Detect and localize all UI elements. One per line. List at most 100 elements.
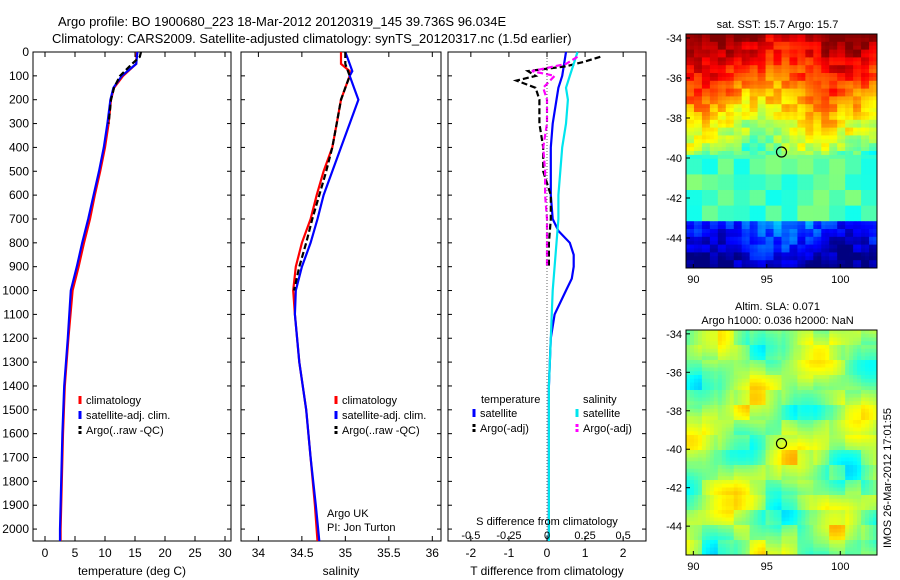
heatmap-cell xyxy=(753,73,759,78)
heatmap-cell xyxy=(773,483,779,488)
heatmap-cell xyxy=(701,73,707,78)
heatmap-cell xyxy=(857,108,862,113)
heatmap-cell xyxy=(693,119,699,125)
heatmap-cell xyxy=(793,348,798,353)
heatmap-cell xyxy=(773,408,779,413)
heatmap-cell xyxy=(741,367,747,372)
heatmap-cell xyxy=(837,53,842,58)
heatmap-cell xyxy=(829,166,834,171)
heatmap-cell xyxy=(769,513,775,518)
heatmap-cell xyxy=(801,472,806,477)
heatmap-cell xyxy=(801,88,806,93)
heatmap-cell xyxy=(721,461,727,466)
heatmap-cell xyxy=(753,158,759,164)
heatmap-cell xyxy=(753,80,759,86)
heatmap-cell xyxy=(689,225,695,230)
heatmap-cell xyxy=(709,393,715,398)
heatmap-cell xyxy=(813,88,818,93)
heatmap-cell xyxy=(689,480,695,485)
heatmap-cell xyxy=(737,174,743,179)
heatmap-cell xyxy=(709,112,715,117)
heatmap-cell xyxy=(797,256,802,261)
heatmap-cell xyxy=(689,112,695,117)
heatmap-cell xyxy=(721,528,727,533)
heatmap-cell xyxy=(821,174,826,179)
heatmap-cell xyxy=(741,397,747,402)
heatmap-cell xyxy=(769,423,775,428)
heatmap-cell xyxy=(737,416,743,421)
heatmap-cell xyxy=(697,401,703,406)
heatmap-cell xyxy=(729,472,735,477)
heatmap-cell xyxy=(686,193,691,199)
heatmap-cell xyxy=(701,119,707,125)
heatmap-cell xyxy=(805,236,810,242)
heatmap-cell xyxy=(697,264,703,269)
y-tick-label-2: 200 xyxy=(9,93,29,107)
heatmap-cell xyxy=(737,390,743,395)
heatmap-cell xyxy=(773,252,779,257)
heatmap-cell xyxy=(701,178,707,183)
heatmap-cell xyxy=(777,330,782,335)
heatmap-cell xyxy=(761,108,767,113)
heatmap-cell xyxy=(765,536,771,541)
heatmap-cell xyxy=(721,468,727,473)
heatmap-cell xyxy=(801,61,806,66)
heatmap-cell xyxy=(785,135,790,140)
heatmap-cell xyxy=(769,73,775,78)
heatmap-cell xyxy=(717,100,723,105)
heatmap-cell xyxy=(765,408,771,413)
heatmap-cell xyxy=(793,229,798,234)
heatmap-cell xyxy=(785,178,790,183)
heatmap-cell xyxy=(717,408,723,413)
heatmap-cell xyxy=(777,502,782,507)
heatmap-cell xyxy=(745,108,751,113)
heatmap-cell xyxy=(861,221,866,226)
heatmap-cell xyxy=(697,256,703,261)
heatmap-cell xyxy=(789,244,794,249)
heatmap-cell xyxy=(733,547,739,552)
heatmap-cell xyxy=(701,337,707,342)
heatmap-cell xyxy=(765,393,771,398)
heatmap-cell xyxy=(693,427,699,432)
heatmap-cell xyxy=(789,468,794,473)
heatmap-cell xyxy=(697,510,703,515)
heatmap-cell xyxy=(821,154,826,160)
heatmap-cell xyxy=(777,345,782,350)
heatmap-cell xyxy=(753,135,759,140)
heatmap-cell xyxy=(725,154,731,160)
heatmap-cell xyxy=(757,375,763,380)
heatmap-cell xyxy=(793,236,798,242)
heatmap-cell xyxy=(849,197,854,203)
heatmap-cell xyxy=(721,393,727,398)
heatmap-cell xyxy=(813,151,818,156)
heatmap-cell xyxy=(797,92,802,97)
heatmap-cell xyxy=(729,483,735,488)
heatmap-cell xyxy=(761,528,767,533)
heatmap-cell xyxy=(693,393,699,398)
heatmap-cell xyxy=(841,100,846,105)
heatmap-cell xyxy=(737,213,743,218)
heatmap-cell xyxy=(869,84,874,90)
heatmap-cell xyxy=(757,360,763,365)
heatmap-cell xyxy=(701,76,707,82)
heatmap-cell xyxy=(753,143,759,148)
heatmap-cell xyxy=(705,131,711,136)
heatmap-cell xyxy=(733,186,739,191)
heatmap-cell xyxy=(817,34,822,39)
heatmap-cell xyxy=(765,345,771,350)
heatmap-cell xyxy=(801,446,806,451)
heatmap-cell xyxy=(817,166,822,171)
heatmap-cell xyxy=(825,190,830,195)
heatmap-cell xyxy=(697,442,703,447)
heatmap-cell xyxy=(777,431,782,436)
heatmap-cell xyxy=(841,143,846,148)
heatmap-cell xyxy=(769,213,775,218)
heatmap-cell xyxy=(701,162,707,168)
heatmap-cell xyxy=(793,532,798,537)
heatmap-cell xyxy=(805,69,810,74)
heatmap-cell xyxy=(693,162,699,168)
heatmap-cell xyxy=(745,252,751,257)
heatmap-cell xyxy=(686,412,691,417)
heatmap-cell xyxy=(689,240,695,246)
heatmap-cell xyxy=(777,390,782,395)
